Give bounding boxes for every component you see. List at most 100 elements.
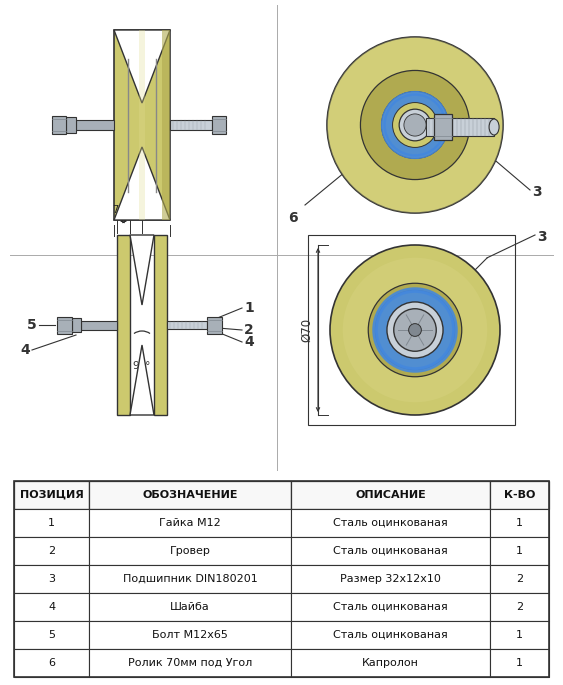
Text: ОПИСАНИЕ: ОПИСАНИЕ (355, 490, 426, 500)
Ellipse shape (376, 290, 455, 370)
Text: Сталь оцинкованая: Сталь оцинкованая (333, 546, 448, 556)
Ellipse shape (394, 309, 436, 351)
Bar (14, 621, 89, 649)
Bar (490, 565, 549, 593)
Text: 2: 2 (516, 602, 523, 612)
Bar (207, 316, 222, 334)
Text: 2: 2 (48, 546, 55, 556)
Ellipse shape (392, 103, 437, 147)
Text: Сталь оцинкованая: Сталь оцинкованая (333, 518, 448, 528)
Bar (72, 318, 81, 332)
Text: Сталь оцинкованая: Сталь оцинкованая (333, 602, 448, 612)
Bar (89, 565, 291, 593)
Bar (291, 509, 490, 537)
Polygon shape (162, 30, 170, 220)
Ellipse shape (399, 109, 431, 141)
Text: 4: 4 (244, 335, 254, 349)
Bar (52, 116, 66, 134)
Ellipse shape (343, 258, 487, 402)
Text: 7,50: 7,50 (113, 205, 135, 215)
Text: ОБОЗНАЧЕНИЕ: ОБОЗНАЧЕНИЕ (142, 490, 238, 500)
Ellipse shape (383, 93, 446, 157)
Bar (139, 30, 145, 220)
Ellipse shape (327, 37, 503, 213)
Bar (291, 593, 490, 621)
Text: Размер 32х12х10: Размер 32х12х10 (341, 574, 441, 584)
Text: Сталь оцинкованая: Сталь оцинкованая (333, 630, 448, 640)
Text: Ролик 70мм под Угол: Ролик 70мм под Угол (128, 658, 252, 668)
Text: Ø70: Ø70 (300, 318, 313, 342)
Text: 5: 5 (48, 630, 55, 640)
Bar (14, 509, 89, 537)
Ellipse shape (327, 37, 503, 213)
Bar (66, 117, 76, 133)
Text: 2: 2 (244, 323, 254, 337)
Bar (14, 649, 89, 677)
Polygon shape (130, 235, 154, 305)
Ellipse shape (375, 290, 455, 370)
Bar (89, 481, 291, 509)
Bar (291, 621, 490, 649)
Ellipse shape (382, 92, 449, 158)
Bar (212, 116, 226, 134)
Text: 1: 1 (244, 301, 254, 315)
Text: 6: 6 (288, 211, 298, 225)
Bar (14, 593, 89, 621)
Bar (76, 120, 114, 130)
Bar (14, 565, 89, 593)
Text: ПОЗИЦИЯ: ПОЗИЦИЯ (20, 490, 83, 500)
Bar (89, 621, 291, 649)
Text: 35: 35 (135, 244, 149, 254)
Bar (89, 509, 291, 537)
Text: Подшипник DIN180201: Подшипник DIN180201 (123, 574, 257, 584)
Bar (170, 120, 212, 129)
Polygon shape (114, 147, 170, 220)
Bar (490, 593, 549, 621)
Text: 5: 5 (133, 189, 139, 199)
Text: 2: 2 (516, 574, 523, 584)
Text: 3: 3 (537, 230, 547, 244)
Bar (14, 537, 89, 565)
Bar (490, 481, 549, 509)
Text: 1: 1 (516, 630, 523, 640)
Text: 4: 4 (48, 602, 55, 612)
Text: Гайка М12: Гайка М12 (159, 518, 221, 528)
Ellipse shape (489, 119, 499, 135)
Bar (89, 649, 291, 677)
Bar (57, 316, 72, 334)
Text: 90°: 90° (133, 361, 151, 371)
Text: 1: 1 (516, 658, 523, 668)
Text: Шайба: Шайба (170, 602, 210, 612)
Ellipse shape (330, 245, 500, 415)
Bar (490, 649, 549, 677)
Ellipse shape (387, 302, 443, 358)
Bar (490, 537, 549, 565)
Bar (291, 565, 490, 593)
Text: 1: 1 (516, 518, 523, 528)
Polygon shape (117, 235, 130, 415)
Polygon shape (114, 30, 170, 103)
Text: К-ВО: К-ВО (504, 490, 535, 500)
Text: Гровер: Гровер (169, 546, 211, 556)
Bar (291, 537, 490, 565)
Ellipse shape (409, 323, 421, 336)
Text: Болт М12х65: Болт М12х65 (152, 630, 228, 640)
Polygon shape (130, 345, 154, 415)
Bar (426, 118, 494, 136)
Bar (308, 235, 515, 425)
Polygon shape (154, 235, 167, 415)
Bar (490, 621, 549, 649)
Bar (291, 649, 490, 677)
Text: 3: 3 (48, 574, 55, 584)
Bar (291, 481, 490, 509)
Text: 1: 1 (48, 518, 55, 528)
Bar (81, 321, 117, 329)
Bar (14, 481, 549, 677)
Bar (89, 593, 291, 621)
Bar (14, 481, 89, 509)
Ellipse shape (404, 114, 426, 136)
Bar (89, 537, 291, 565)
Polygon shape (114, 30, 170, 220)
Text: 4: 4 (20, 343, 30, 357)
Text: 5: 5 (27, 318, 37, 332)
